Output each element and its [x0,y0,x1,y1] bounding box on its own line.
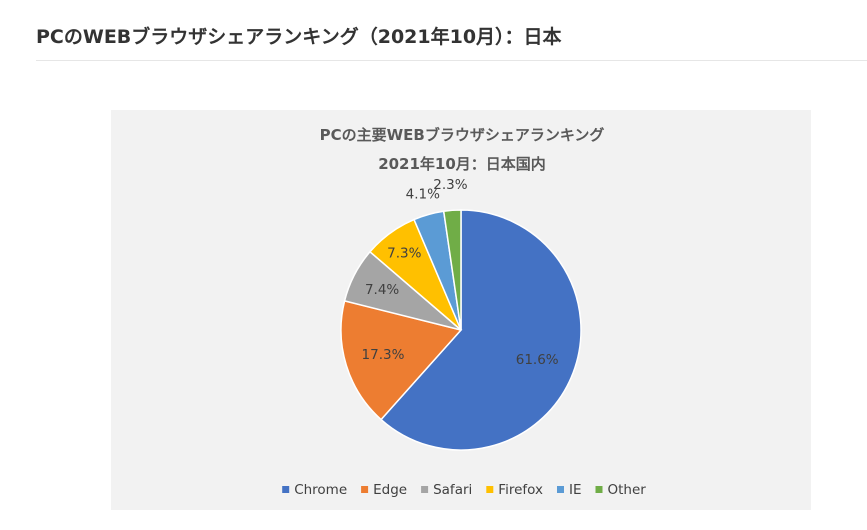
legend-label-firefox: Firefox [498,482,543,498]
pie-slice-edge [340,299,463,421]
slice-label-safari: 7.4% [365,282,399,298]
legend-item-edge: Edge [361,482,407,498]
legend-item-other: Other [595,482,647,498]
heading-divider [36,60,867,61]
pie-chart: PCの主要WEBブラウザシェアランキング 2021年10月：日本国内 61.6%… [282,126,646,498]
legend-swatch-ie [557,486,564,493]
chart-panel: PCの主要WEBブラウザシェアランキング 2021年10月：日本国内 61.6%… [111,110,811,510]
chart-legend: Chrome Edge Safari Firefox IE Other [282,482,646,498]
legend-item-firefox: Firefox [486,482,543,498]
legend-label-other: Other [608,482,647,498]
legend-label-ie: IE [569,482,582,498]
pie-slice-labels: 61.6% 17.3% 7.4% 7.3% 4.1%2.3% [362,177,559,368]
slice-label-other: 2.3% [433,177,467,193]
chart-subtitle: 2021年10月：日本国内 [378,155,546,173]
legend-item-safari: Safari [421,482,472,498]
legend-label-chrome: Chrome [294,482,347,498]
slice-label-edge: 17.3% [362,347,405,363]
legend-swatch-other [595,486,603,493]
legend-label-safari: Safari [433,482,472,498]
legend-swatch-edge [361,486,369,493]
pie-slice-chrome [380,209,582,451]
legend-swatch-firefox [486,486,494,493]
slice-label-ie: 4.1% [406,187,440,203]
pie-slice-other [442,209,462,331]
page-heading: PCのWEBブラウザシェアランキング（2021年10月）：日本 [36,26,562,48]
legend-swatch-chrome [282,486,290,493]
legend-label-edge: Edge [373,482,407,498]
pie-slices [340,209,582,451]
slice-label-firefox: 7.3% [387,246,421,262]
legend-item-ie: IE [557,482,582,498]
slice-label-chrome: 61.6% [516,352,559,368]
legend-swatch-safari [421,486,429,493]
chart-title: PCの主要WEBブラウザシェアランキング [320,126,605,144]
legend-item-chrome: Chrome [282,482,347,498]
